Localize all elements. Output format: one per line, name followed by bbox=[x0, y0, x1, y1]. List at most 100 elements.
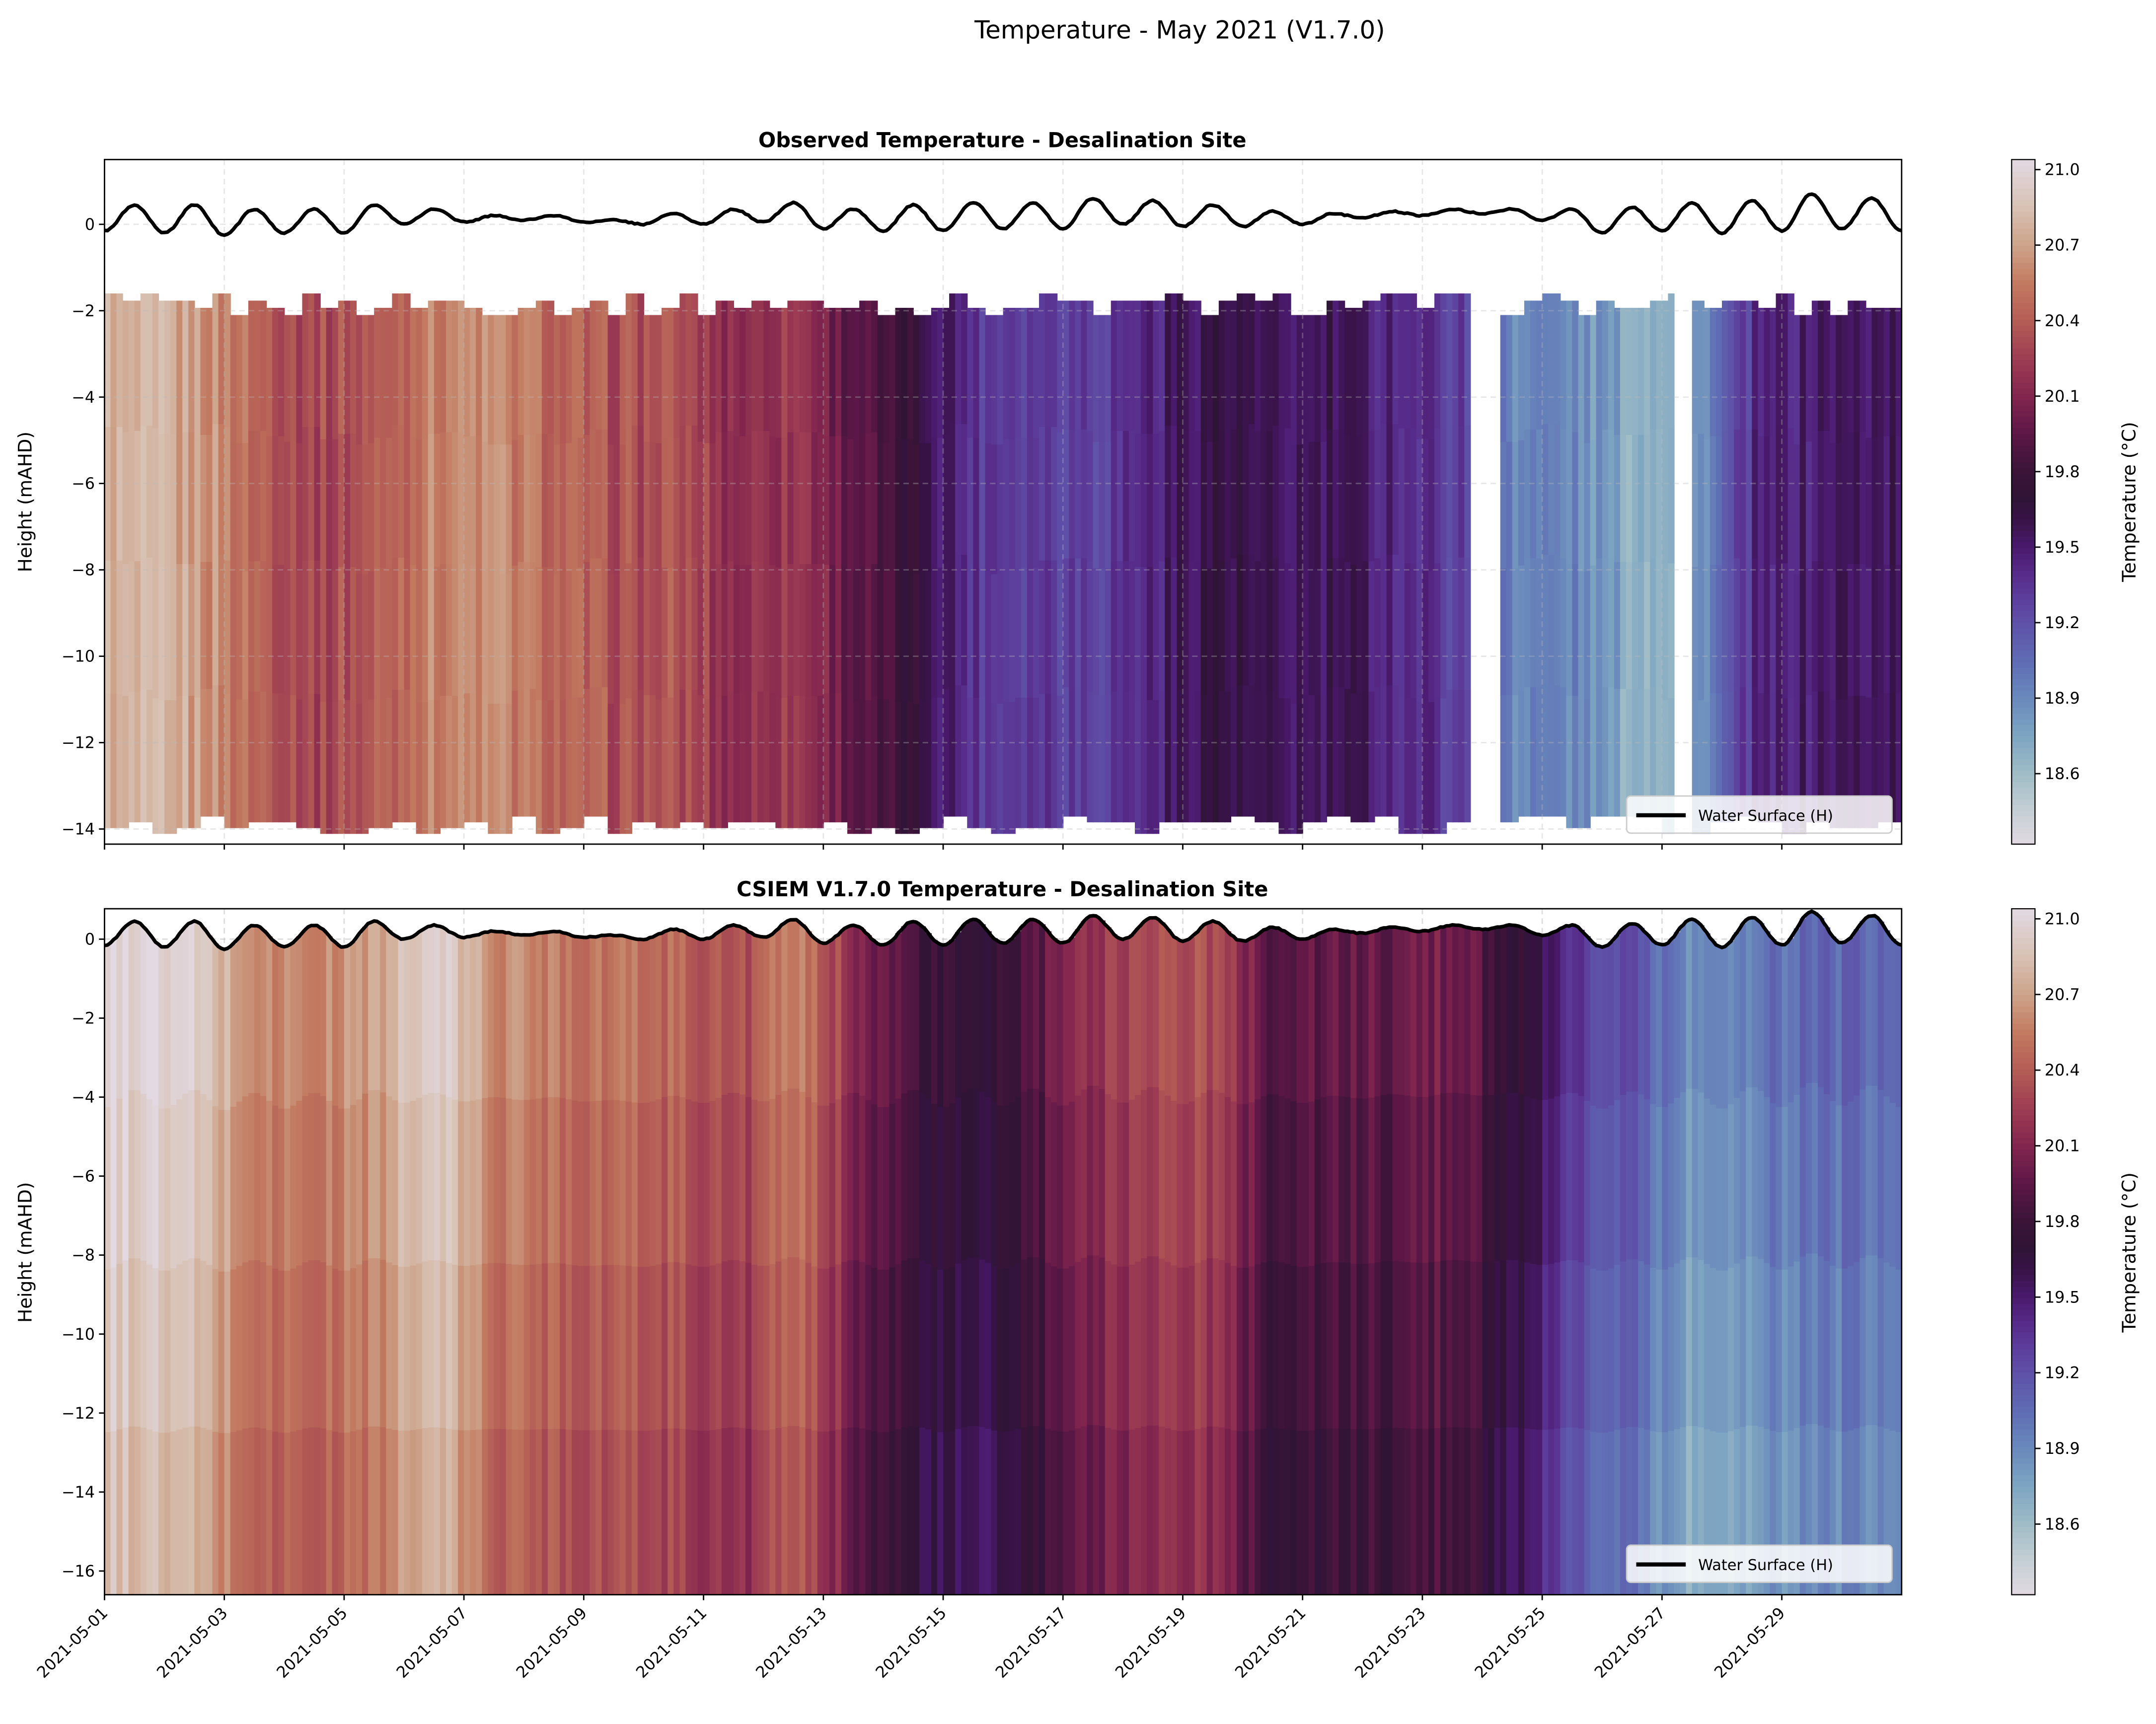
colorbar-swatch bbox=[2011, 290, 2035, 297]
colorbar-swatch bbox=[2011, 707, 2035, 714]
heatmap-cell bbox=[1165, 690, 1172, 823]
heatmap-cell bbox=[416, 1263, 423, 1430]
heatmap-cell bbox=[763, 1430, 770, 1595]
heatmap-cell bbox=[182, 300, 189, 433]
heatmap-cell bbox=[1410, 1429, 1417, 1595]
heatmap-cell bbox=[1500, 1093, 1507, 1261]
heatmap-cell bbox=[889, 1267, 896, 1432]
heatmap-cell bbox=[1721, 561, 1729, 692]
heatmap-cell bbox=[182, 1260, 189, 1429]
heatmap-cell bbox=[440, 432, 447, 565]
heatmap-cell bbox=[601, 300, 608, 431]
heatmap-cell bbox=[1434, 928, 1441, 1096]
heatmap-cell bbox=[434, 1092, 441, 1261]
heatmap-cell bbox=[1230, 687, 1238, 817]
heatmap-cell bbox=[1512, 1427, 1519, 1595]
heatmap-cell bbox=[1811, 1082, 1819, 1254]
heatmap-cell bbox=[188, 300, 195, 433]
heatmap-cell bbox=[1596, 300, 1603, 431]
heatmap-cell bbox=[1776, 293, 1783, 427]
heatmap-cell bbox=[668, 697, 674, 828]
heatmap-cell bbox=[1051, 293, 1058, 428]
heatmap-cell bbox=[1177, 1104, 1184, 1269]
heatmap-cell bbox=[859, 567, 866, 701]
heatmap-cell bbox=[326, 439, 333, 572]
colorbar-tick-label: 21.0 bbox=[2045, 910, 2080, 929]
heatmap-cell bbox=[122, 1260, 129, 1429]
heatmap-cell bbox=[1842, 1268, 1849, 1433]
heatmap-cell bbox=[1326, 558, 1334, 688]
heatmap-cell bbox=[793, 1088, 800, 1258]
heatmap-cell bbox=[194, 1258, 201, 1428]
heatmap-cell bbox=[308, 293, 315, 428]
heatmap-cell bbox=[1320, 1097, 1328, 1264]
heatmap-cell bbox=[535, 1429, 543, 1595]
heatmap-cell bbox=[380, 1260, 387, 1428]
heatmap-cell bbox=[853, 571, 860, 703]
heatmap-cell bbox=[338, 700, 345, 834]
heatmap-cell bbox=[1877, 1258, 1884, 1427]
heatmap-cell bbox=[1206, 1090, 1213, 1259]
heatmap-cell bbox=[451, 696, 459, 828]
heatmap-cell bbox=[1632, 562, 1639, 690]
heatmap-cell bbox=[278, 946, 285, 1109]
heatmap-cell bbox=[631, 293, 638, 427]
heatmap-cell bbox=[685, 1264, 692, 1431]
heatmap-cell bbox=[787, 1426, 794, 1595]
heatmap-cell bbox=[1200, 1260, 1207, 1428]
heatmap-cell bbox=[547, 700, 555, 834]
colorbar-swatch bbox=[2011, 565, 2035, 571]
heatmap-cell bbox=[158, 1270, 165, 1434]
heatmap-cell bbox=[422, 702, 429, 834]
heatmap-cell bbox=[1596, 429, 1603, 559]
heatmap-cell bbox=[1536, 429, 1543, 559]
heatmap-cell bbox=[1704, 1098, 1710, 1265]
heatmap-cell bbox=[1230, 937, 1238, 1102]
heatmap-cell bbox=[1021, 568, 1028, 699]
heatmap-cell bbox=[859, 1095, 866, 1263]
colorbar-swatch bbox=[2011, 353, 2035, 360]
heatmap-cell bbox=[1284, 1264, 1291, 1430]
heatmap-cell bbox=[1542, 555, 1549, 686]
colorbar-swatch bbox=[2011, 268, 2035, 275]
heatmap-cell bbox=[1710, 1268, 1717, 1432]
heatmap-cell bbox=[1122, 938, 1130, 1103]
heatmap-cell bbox=[1063, 558, 1070, 688]
heatmap-cell bbox=[691, 1430, 698, 1595]
colorbar-swatch bbox=[2011, 251, 2035, 258]
heatmap-cell bbox=[625, 1101, 632, 1267]
heatmap-cell bbox=[1416, 1263, 1423, 1430]
heatmap-cell bbox=[877, 315, 884, 444]
heatmap-cell bbox=[1284, 428, 1291, 564]
heatmap-cell bbox=[1859, 1089, 1866, 1259]
heatmap-cell bbox=[242, 1262, 249, 1430]
heatmap-cell bbox=[518, 689, 524, 817]
heatmap-cell bbox=[955, 685, 962, 817]
colorbar-swatch bbox=[2011, 376, 2035, 383]
heatmap-cell bbox=[925, 315, 932, 444]
heatmap-cell bbox=[578, 1430, 585, 1595]
heatmap-cell bbox=[1087, 1085, 1094, 1256]
heatmap-cell bbox=[451, 934, 459, 1100]
heatmap-cell bbox=[176, 1264, 183, 1431]
colorbar-swatch bbox=[2011, 159, 2035, 166]
heatmap-cell bbox=[1494, 1428, 1501, 1595]
heatmap-cell bbox=[1865, 916, 1872, 1086]
colorbar-swatch bbox=[2011, 165, 2035, 172]
heatmap-cell bbox=[859, 929, 866, 1096]
heatmap-cell bbox=[560, 315, 567, 444]
heatmap-cell bbox=[715, 300, 722, 433]
heatmap-cell bbox=[1039, 560, 1046, 695]
colorbar-tick-label: 20.7 bbox=[2045, 236, 2080, 255]
heatmap-cell bbox=[745, 565, 752, 694]
heatmap-cell bbox=[344, 1108, 351, 1271]
heatmap-cell bbox=[1895, 1432, 1902, 1595]
heatmap-cell bbox=[871, 300, 878, 433]
heatmap-cell bbox=[362, 315, 369, 445]
colorbar-tick-label: 20.1 bbox=[2045, 1137, 2080, 1155]
heatmap-cell bbox=[1614, 1100, 1621, 1266]
colorbar-swatch bbox=[2011, 1314, 2035, 1321]
heatmap-cell bbox=[296, 315, 303, 444]
heatmap-cell bbox=[1212, 568, 1219, 696]
heatmap-cell bbox=[1446, 293, 1453, 427]
